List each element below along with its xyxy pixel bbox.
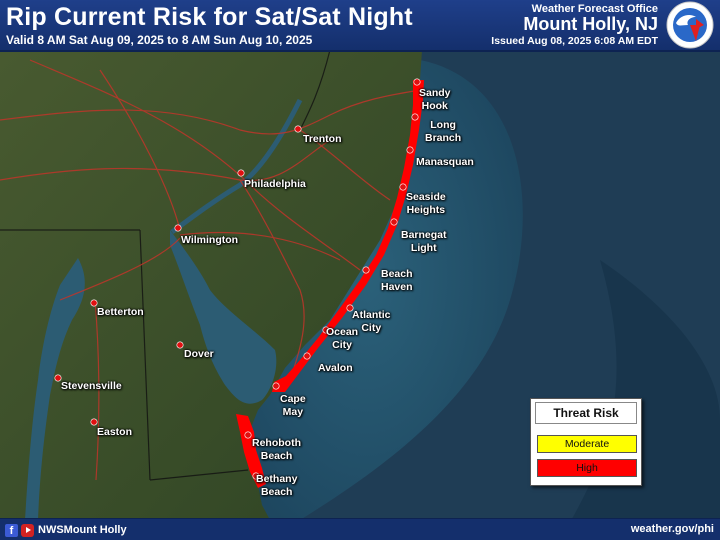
city-label-trenton: Trenton bbox=[303, 133, 342, 145]
beach-label-atlantic-city: Atlantic City bbox=[352, 309, 391, 334]
footer-bar: f NWSMount Holly weather.gov/phi bbox=[0, 518, 720, 540]
nws-logo-icon bbox=[666, 1, 714, 49]
beach-label-ocean-city: Ocean City bbox=[326, 326, 359, 351]
beach-label-barnegat-light: Barnegat Light bbox=[401, 229, 447, 254]
beach-label-seaside-heights: Seaside Heights bbox=[406, 191, 446, 216]
facebook-icon[interactable]: f bbox=[5, 523, 18, 537]
header-bar: Rip Current Risk for Sat/Sat Night Valid… bbox=[0, 0, 720, 52]
city-label-stevensville: Stevensville bbox=[61, 380, 122, 392]
office-label: Weather Forecast Office bbox=[531, 3, 658, 15]
roads bbox=[0, 59, 421, 481]
valid-period: Valid 8 AM Sat Aug 09, 2025 to 8 AM Sun … bbox=[6, 33, 313, 47]
beach-label-long-branch: Long Branch bbox=[425, 119, 462, 144]
beach-label-manasquan: Manasquan bbox=[416, 156, 474, 168]
beach-label-avalon: Avalon bbox=[318, 362, 353, 374]
high-risk-coastline bbox=[236, 80, 424, 488]
legend-moderate: Moderate bbox=[537, 435, 637, 453]
city-label-philadelphia: Philadelphia bbox=[244, 178, 306, 190]
city-label-easton: Easton bbox=[97, 426, 133, 438]
youtube-icon[interactable] bbox=[21, 523, 34, 537]
delaware-river bbox=[170, 98, 303, 235]
beach-label-beach-haven: Beach Haven bbox=[381, 268, 413, 293]
issued-time: Issued Aug 08, 2025 6:08 AM EDT bbox=[491, 35, 658, 47]
chesapeake-bay bbox=[25, 258, 85, 520]
delaware-bay bbox=[170, 230, 277, 404]
city-label-wilmington: Wilmington bbox=[181, 234, 239, 246]
land-mass bbox=[0, 50, 422, 520]
page-title: Rip Current Risk for Sat/Sat Night bbox=[6, 3, 413, 31]
city-label-betterton: Betterton bbox=[97, 306, 144, 318]
continental-shelf bbox=[240, 60, 523, 540]
legend-high: High bbox=[537, 459, 637, 477]
state-borders bbox=[0, 49, 331, 481]
beach-label-sandy-hook: Sandy Hook bbox=[419, 87, 451, 112]
office-name: Mount Holly, NJ bbox=[523, 14, 658, 34]
threat-legend: Threat Risk Moderate High bbox=[530, 398, 642, 486]
social-links: f NWSMount Holly bbox=[5, 523, 127, 537]
city-label-dover: Dover bbox=[184, 348, 214, 360]
legend-title: Threat Risk bbox=[535, 402, 637, 424]
website-link[interactable]: weather.gov/phi bbox=[630, 523, 714, 535]
beach-label-rehoboth-beach: Rehoboth Beach bbox=[252, 437, 301, 462]
beach-label-cape-may: Cape May bbox=[280, 393, 306, 418]
city-markers bbox=[54, 78, 421, 480]
beach-label-bethany-beach: Bethany Beach bbox=[256, 473, 298, 498]
social-handle[interactable]: NWSMount Holly bbox=[38, 524, 127, 536]
